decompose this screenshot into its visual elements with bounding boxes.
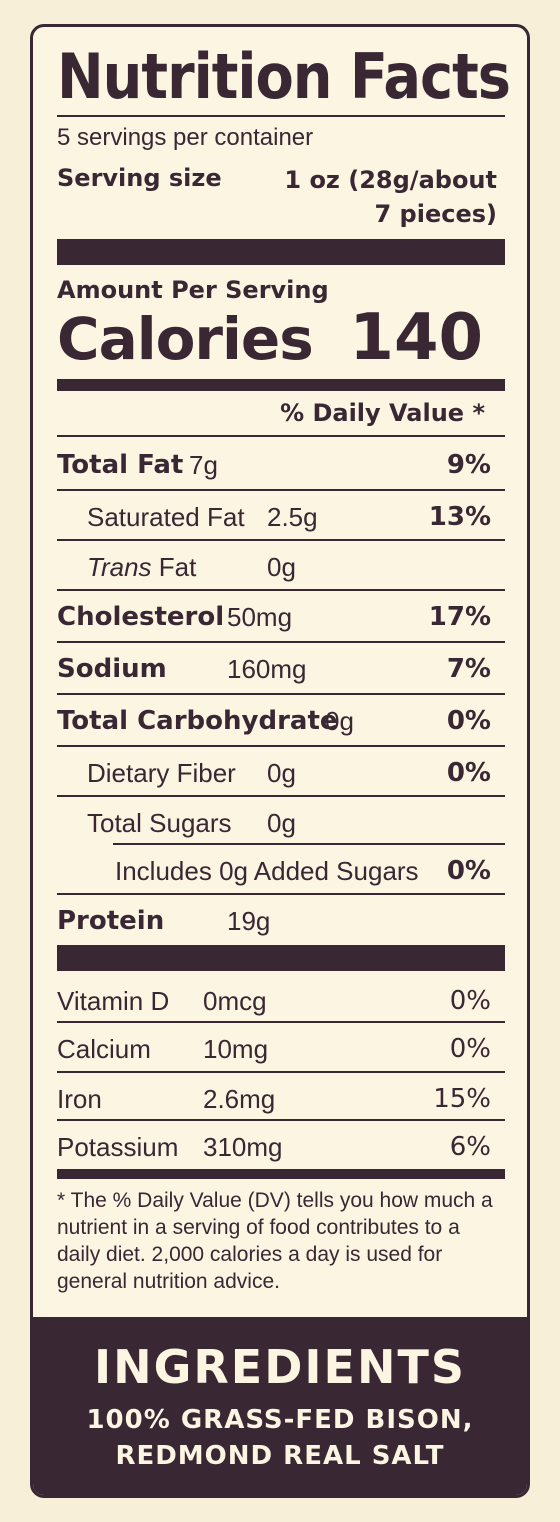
nutrient-row-saturated-fat: Saturated Fat 2.5g 13% (57, 493, 505, 541)
nutrient-row-dietary-fiber: Dietary Fiber 0g 0% (57, 749, 505, 797)
nutrient-row-cholesterol: Cholesterol 50mg 17% (57, 593, 505, 641)
vitamin-dv: 6% (449, 1132, 491, 1162)
nutrient-amount: 7g (189, 450, 218, 480)
nutrient-name: Sodium (57, 654, 167, 684)
nutrient-amount: 0g (267, 808, 296, 838)
vitamin-name: Potassium (57, 1132, 179, 1162)
ingredients-banner: INGREDIENTS 100% GRASS-FED BISON, REDMON… (33, 1317, 527, 1495)
calories-label: Calories (57, 305, 314, 373)
nutrient-name: Dietary Fiber (87, 758, 236, 788)
row-divider (57, 893, 505, 895)
row-divider (57, 795, 505, 797)
label-title: Nutrition Facts (57, 40, 511, 113)
calories-divider (57, 379, 505, 391)
thick-divider-top (57, 239, 505, 265)
nutrient-dv: 0% (446, 758, 491, 788)
serving-size-value: 1 oz (28g/about 7 pieces) (284, 163, 497, 231)
ingredients-title: INGREDIENTS (94, 1340, 466, 1394)
nutrient-name: Total Fat (57, 450, 184, 480)
vitamin-dv: 0% (449, 986, 491, 1016)
row-divider (57, 641, 505, 643)
nutrient-dv: 9% (446, 450, 491, 480)
vitamin-row-vitamin-d: Vitamin D 0mcg 0% (57, 977, 505, 1025)
nutrient-row-sodium: Sodium 160mg 7% (57, 645, 505, 693)
nutrient-amount: 0g (267, 552, 296, 582)
nutrient-amount: 0g (325, 706, 354, 736)
nutrient-amount: 2.5g (267, 502, 318, 532)
vitamin-amount: 10mg (203, 1034, 269, 1064)
nutrient-amount: 50mg (227, 602, 293, 632)
vitamin-dv: 0% (449, 1034, 491, 1064)
nutrient-row-trans-fat: Trans Fat 0g (57, 543, 505, 591)
nutrient-name: Cholesterol (57, 602, 225, 632)
row-divider (57, 693, 505, 695)
nutrient-row-total-sugars: Total Sugars 0g (57, 799, 505, 847)
nutrient-dv: 17% (428, 602, 491, 632)
vitamin-row-potassium: Potassium 310mg 6% (57, 1123, 505, 1171)
vitamin-dv: 15% (433, 1084, 491, 1114)
serving-size-value-line1: 1 oz (28g/about (284, 166, 497, 194)
title-divider (57, 115, 505, 117)
vitamin-amount: 2.6mg (203, 1084, 276, 1114)
nutrient-row-total-carbohydrate: Total Carbohydrate 0g 0% (57, 697, 505, 745)
nutrient-name: Total Sugars (87, 808, 232, 838)
nutrient-amount: 0g (267, 758, 296, 788)
ingredients-line-1: 100% GRASS-FED BISON, (86, 1405, 474, 1435)
nutrient-name: Includes 0g Added Sugars (115, 856, 419, 886)
calories-value: 140 (349, 301, 483, 375)
nutrient-dv: 0% (446, 856, 491, 886)
vitamin-name: Iron (57, 1084, 102, 1114)
row-divider (57, 435, 505, 437)
thick-divider-vitamins (57, 945, 505, 971)
row-divider (57, 1021, 505, 1023)
nutrient-name: Saturated Fat (87, 502, 245, 532)
row-divider (57, 589, 505, 591)
nutrient-row-added-sugars: Includes 0g Added Sugars 0% (57, 847, 505, 895)
nutrient-name: Trans Fat (87, 551, 196, 583)
nutrient-name-italic: Trans (87, 552, 152, 582)
nutrient-amount: 19g (227, 906, 271, 936)
daily-value-footnote: * The % Daily Value (DV) tells you how m… (57, 1189, 493, 1293)
vitamin-amount: 310mg (203, 1132, 283, 1162)
row-divider (57, 745, 505, 747)
nutrient-dv: 7% (446, 654, 491, 684)
row-divider (113, 843, 505, 845)
row-divider (57, 489, 505, 491)
ingredients-line-2: REDMOND REAL SALT (115, 1441, 445, 1471)
vitamin-name: Vitamin D (57, 986, 170, 1016)
vitamin-amount: 0mcg (203, 986, 267, 1016)
serving-size-value-line2: 7 pieces) (374, 200, 498, 228)
nutrient-row-protein: Protein 19g (57, 897, 505, 945)
footnote-divider (57, 1169, 505, 1179)
nutrition-facts-panel: Nutrition Facts 5 servings per container… (30, 24, 530, 1498)
nutrient-dv: 13% (428, 502, 491, 532)
nutrient-row-total-fat: Total Fat 7g 9% (57, 441, 505, 489)
nutrient-amount: 160mg (227, 654, 307, 684)
row-divider (57, 1119, 505, 1121)
nutrient-name: Protein (57, 906, 165, 936)
vitamin-name: Calcium (57, 1034, 151, 1064)
nutrient-name-rest: Fat (151, 552, 197, 582)
nutrient-dv: 0% (446, 706, 491, 736)
daily-value-header: % Daily Value * (280, 399, 485, 427)
servings-per-container: 5 servings per container (57, 124, 314, 151)
vitamin-row-calcium: Calcium 10mg 0% (57, 1025, 505, 1073)
serving-size-label: Serving size (57, 164, 222, 192)
row-divider (57, 1071, 505, 1073)
nutrient-name: Total Carbohydrate (57, 706, 338, 736)
amount-per-serving: Amount Per Serving (57, 276, 329, 304)
row-divider (57, 539, 505, 541)
vitamin-row-iron: Iron 2.6mg 15% (57, 1075, 505, 1123)
